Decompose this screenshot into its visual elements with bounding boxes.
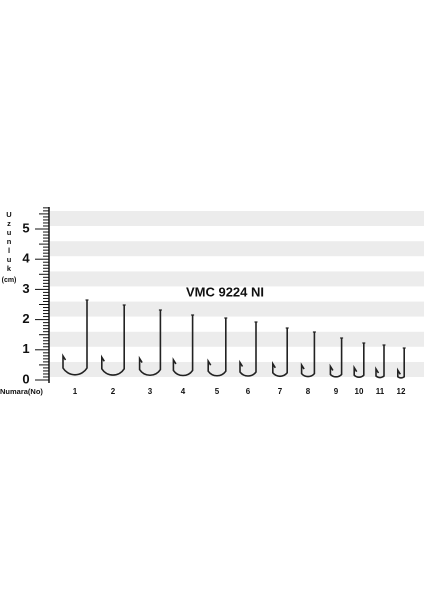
hook — [375, 345, 385, 379]
hook — [300, 332, 316, 378]
hook-number: 5 — [215, 387, 220, 396]
axis-letter: z — [7, 219, 11, 228]
axis-letter: n — [7, 237, 12, 246]
hook-number: 11 — [376, 387, 385, 396]
ruler-label: 3 — [22, 281, 29, 296]
hook — [239, 322, 257, 377]
axis-letter: u — [7, 255, 12, 264]
band — [50, 211, 424, 226]
ruler-label: 1 — [22, 341, 29, 356]
band — [50, 362, 424, 377]
hook — [101, 305, 125, 376]
hook-number: 12 — [397, 387, 406, 396]
band — [50, 271, 424, 287]
band — [50, 241, 424, 257]
hook — [397, 348, 405, 379]
hook-number: 2 — [111, 387, 116, 396]
hook — [62, 300, 88, 376]
hook — [353, 343, 365, 378]
hook-number: 1 — [73, 387, 78, 396]
ruler-label: 5 — [22, 220, 29, 235]
hook-number: 3 — [148, 387, 153, 396]
axis-letter: u — [7, 228, 12, 237]
hook — [272, 328, 288, 377]
axis-letter: l — [8, 246, 10, 255]
unit-label: (cm) — [2, 277, 17, 284]
axis-letter: k — [7, 264, 12, 273]
ruler-label: 0 — [22, 371, 29, 386]
band — [50, 301, 424, 317]
number-label: Numara(No) — [0, 387, 43, 396]
hook — [207, 318, 227, 377]
hook-number: 9 — [334, 387, 339, 396]
band — [50, 331, 424, 347]
hook — [172, 315, 194, 377]
hook — [329, 338, 343, 378]
ruler-label: 4 — [22, 251, 30, 266]
ruler-label: 2 — [22, 311, 29, 326]
hook-number: 6 — [246, 387, 251, 396]
axis-letter: U — [6, 210, 11, 219]
hook-number: 10 — [355, 387, 364, 396]
title: VMC 9224 NI — [186, 284, 264, 299]
hooks: 1 2 3 4 5 6 7 8 9 10 11 12 — [62, 299, 406, 396]
hook-number: 8 — [306, 387, 311, 396]
hook — [138, 310, 162, 376]
hook-number: 7 — [278, 387, 283, 396]
hook-number: 4 — [181, 387, 186, 396]
